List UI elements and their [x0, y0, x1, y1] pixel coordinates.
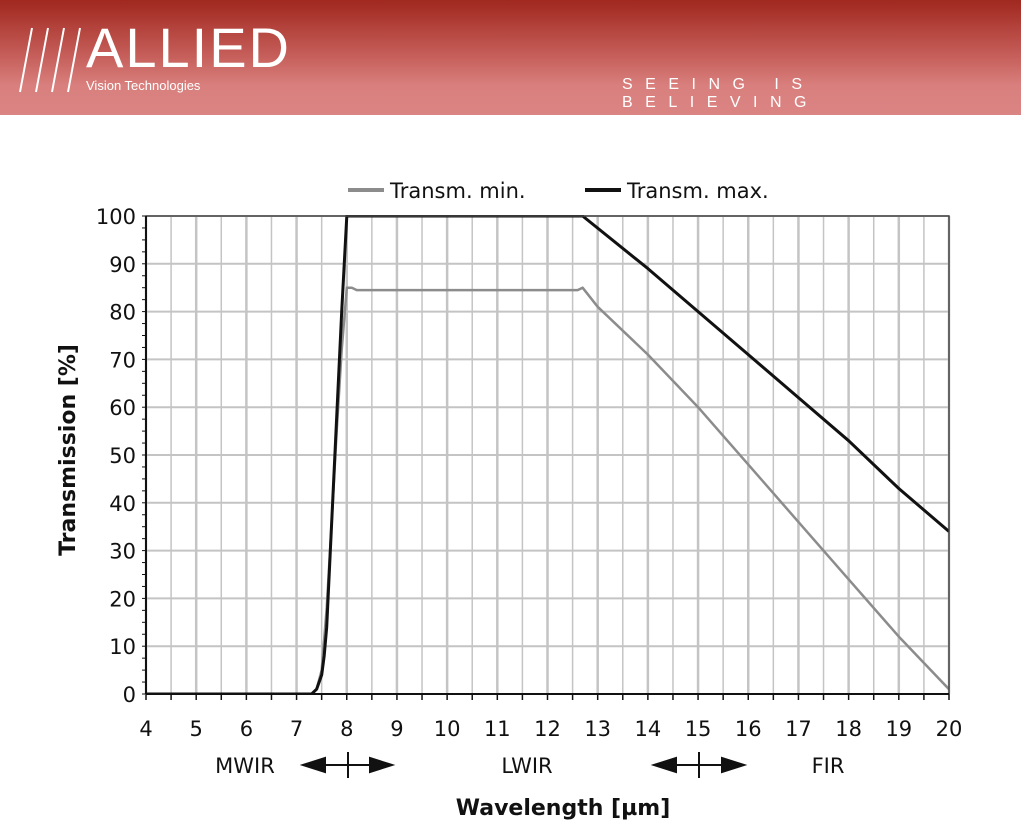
- x-tick-label: 12: [534, 717, 561, 741]
- legend-max-label: Transm. max.: [626, 179, 769, 203]
- y-tick-label: 60: [109, 396, 136, 420]
- boundary-arrow-15-icon: [650, 752, 748, 778]
- series: [146, 215, 949, 695]
- x-tick-label: 6: [240, 717, 253, 741]
- x-tick-label: 15: [685, 717, 712, 741]
- brand-subtitle: Vision Technologies: [86, 78, 201, 93]
- y-tick-label: 0: [123, 683, 136, 707]
- y-tick-label: 90: [109, 253, 136, 277]
- legend: Transm. min. Transm. max.: [348, 179, 769, 203]
- x-tick-label: 20: [936, 717, 963, 741]
- band-annotations: MWIR LWIR FIR: [215, 752, 844, 778]
- logo-slashes-icon: [19, 27, 81, 93]
- x-tick-label: 19: [885, 717, 912, 741]
- x-tick-label: 18: [835, 717, 862, 741]
- y-tick-label: 50: [109, 444, 136, 468]
- x-tick-label: 16: [735, 717, 762, 741]
- x-tick-label: 14: [635, 717, 662, 741]
- y-tick-label: 20: [109, 587, 136, 611]
- legend-min-label: Transm. min.: [389, 179, 526, 203]
- boundary-arrow-8-icon: [299, 752, 396, 778]
- x-tick-label: 17: [785, 717, 812, 741]
- y-tick-label: 100: [96, 205, 136, 229]
- band-lwir-label: LWIR: [501, 754, 552, 778]
- grid: [144, 215, 951, 695]
- x-tick-label: 11: [484, 717, 511, 741]
- x-tick-label: 4: [139, 717, 152, 741]
- x-tick-label: 9: [390, 717, 403, 741]
- x-tick-label: 8: [340, 717, 353, 741]
- band-mwir-label: MWIR: [215, 754, 275, 778]
- band-fir-label: FIR: [812, 754, 845, 778]
- series-transm-max-line: [146, 215, 949, 695]
- x-tick-label: 7: [290, 717, 303, 741]
- y-tick-label: 40: [109, 492, 136, 516]
- x-axis-label: Wavelength [µm]: [456, 796, 671, 821]
- brand-logo: ALLIED: [86, 16, 291, 79]
- y-axis-label: Transmission [%]: [56, 344, 81, 556]
- y-tick-label: 70: [109, 348, 136, 372]
- y-tick-label: 30: [109, 540, 136, 564]
- x-tick-label: 10: [434, 717, 461, 741]
- y-tick-label: 10: [109, 635, 136, 659]
- x-tick-label: 13: [584, 717, 611, 741]
- header-banner: ALLIED Vision Technologies SEEING IS BEL…: [0, 0, 1021, 115]
- axes: 4 5 6 7 8 9 10 11 12 13 14 15 16 17 18 19 20 0 10 20 30 40 50 6…: [96, 205, 962, 741]
- x-tick-label: 5: [190, 717, 203, 741]
- y-tick-label: 80: [109, 301, 136, 325]
- slogan: SEEING IS BELIEVING: [622, 76, 819, 111]
